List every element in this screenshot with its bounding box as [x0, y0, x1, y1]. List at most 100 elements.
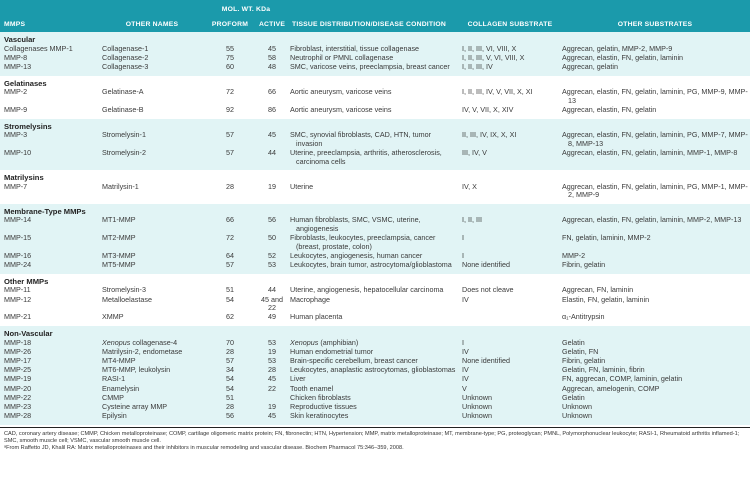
cell-text: Human fibroblasts, SMC, VSMC, uterine, a… — [290, 215, 421, 234]
cell-text: Uterine, preeclampsia, arthritis, athero… — [290, 147, 442, 166]
cell-active: 53 — [268, 337, 276, 347]
source-note: ᵃFrom Raffetto JD, Khalil RA: Matrix met… — [4, 445, 404, 452]
cell-other-substrates: Aggrecan, elastin, FN, gelatin — [560, 105, 750, 118]
cell-other-names: Gelatinase-A — [102, 87, 144, 97]
section-non-vascular: Non-Vascular MMP-18 Xenopus collagenase-4 7… — [0, 325, 750, 425]
table-row: MMP-17 MT4-MMP 57 53 Brain-specific cerebell… — [0, 356, 750, 365]
col-header-tissue: TISSUE DISTRIBUTION/DISEASE CONDITION — [292, 20, 446, 28]
cell-active: 19 — [268, 181, 276, 191]
cell-active: 45 — [268, 374, 276, 384]
cell-collagen: Unknown — [462, 411, 492, 421]
cell-other-substrates: Fibrin, gelatin — [560, 356, 750, 365]
cell-text: Brain-specific cerebellum, breast cancer — [290, 355, 418, 365]
section-title: Other MMPs — [4, 276, 49, 286]
cell-collagen: I, II, III — [462, 215, 482, 225]
cell-text: Reproductive tissues — [290, 401, 357, 411]
table-row: MMP-22 CMMP 51 Chicken fibroblasts Unknown Ge… — [0, 393, 750, 402]
cell-other-substrates: Aggrecan, FN, laminin — [560, 286, 750, 295]
table-row: MMP-11 Stromelysin-3 51 44 Uterine, angiogen… — [0, 286, 750, 295]
section-title: Stromelysins — [4, 121, 52, 131]
cell-proform: 28 — [226, 181, 234, 191]
cell-text: FN, gelatin, laminin, MMP-2 — [562, 233, 651, 243]
cell-mmp: MMP-23 — [4, 401, 32, 411]
cell-other-names: Gelatinase-B — [102, 104, 144, 114]
section-title-row: Non-Vascular — [0, 326, 750, 338]
cell-active: 44 — [268, 285, 276, 295]
cell-tissue: Tooth enamel — [288, 384, 460, 393]
cell-text: Human endometrial tumor — [290, 346, 374, 356]
col-header-collagen: COLLAGEN SUBSTRATE — [467, 20, 553, 28]
cell-collagen: I — [462, 337, 464, 347]
cell-text: Gelatin — [562, 392, 585, 402]
cell-other-names: MT3-MMP — [102, 251, 136, 261]
cell-text: Neutrophil or PMNL collagenase — [290, 52, 394, 62]
cell-collagen: None identified — [462, 355, 510, 365]
table-row: MMP-19 RASI-1 54 45 Liver IV FN, aggrecan, COM… — [0, 374, 750, 384]
cell-text: Aggrecan, elastin, FN, gelatin, laminin,… — [562, 181, 748, 200]
cell-mmp: Collagenases MMP-1 — [4, 43, 73, 53]
table-row: Collagenases MMP-1 Collagenase-1 55 45 Fibro… — [0, 44, 750, 53]
cell-text: Uterine — [290, 181, 314, 191]
cell-collagen: IV — [462, 374, 469, 384]
cell-collagen: Unknown — [462, 392, 492, 402]
cell-active: 45 and 22 — [261, 294, 283, 313]
cell-active: 66 — [268, 87, 276, 97]
cell-active: 19 — [268, 346, 276, 356]
table-row: MMP-14 MT1-MMP 66 56 Human fibroblasts, SMC,… — [0, 216, 750, 234]
abbreviations-note: CAD, coronary artery disease; CMMP, Chic… — [4, 430, 740, 444]
cell-other-names: XMMP — [102, 312, 124, 322]
cell-tissue: Uterine — [288, 182, 460, 204]
table-row: MMP-28 Epilysin 56 45 Skin keratinocytes Unkn… — [0, 411, 750, 424]
cell-mmp: MMP-16 — [4, 251, 32, 261]
cell-other-substrates: Aggrecan, elastin, FN, gelatin, laminin,… — [560, 182, 750, 204]
cell-tissue: Xenopus (amphibian) — [288, 338, 460, 347]
cell-text: Aggrecan, elastin, FN, gelatin, laminin,… — [562, 87, 748, 105]
cell-mmp: MMP-28 — [4, 411, 32, 421]
cell-other-names: RASI-1 — [102, 374, 126, 384]
cell-text: Aggrecan, elastin, FN, gelatin, laminin — [562, 52, 684, 62]
cell-mmp: MMP-22 — [4, 392, 32, 402]
cell-text: Tooth enamel — [290, 383, 334, 393]
cell-text: Aggrecan, elastin, FN, gelatin, laminin,… — [562, 147, 738, 157]
col-header-proform: PROFORM — [211, 20, 249, 28]
cell-proform: 57 — [226, 260, 234, 270]
table-row: MMP-12 Metalloelastase 54 45 and 22 Macropha… — [0, 295, 750, 313]
cell-active: 56 — [268, 215, 276, 225]
cell-proform: 66 — [226, 215, 234, 225]
cell-active: 86 — [268, 104, 276, 114]
cell-mmp: MMP-18 — [4, 337, 32, 347]
cell-other-substrates: Unknown — [560, 411, 750, 424]
cell-text: Aortic aneurysm, varicose veins — [290, 104, 392, 114]
cell-other-names: MT6-MMP, leukolysin — [102, 365, 171, 375]
section-title: Membrane-Type MMPs — [4, 206, 86, 216]
cell-other-names: Stromelysin-1 — [102, 130, 146, 140]
cell-collagen: II, III, IV, IX, X, XI — [462, 130, 517, 140]
cell-text: Fibrin, gelatin — [562, 355, 606, 365]
cell-tissue: SMC, synovial fibroblasts, CAD, HTN, tum… — [288, 130, 460, 149]
cell-text: Macrophage — [290, 294, 330, 304]
cell-mmp: MMP-12 — [4, 294, 32, 304]
cell-collagen: IV — [462, 346, 469, 356]
table-footnotes: CAD, coronary artery disease; CMMP, Chic… — [0, 426, 750, 456]
section-title-row: Membrane-Type MMPs — [0, 204, 750, 216]
cell-tissue: Fibroblasts, leukocytes, preeclampsia, c… — [288, 233, 460, 252]
cell-mmp: MMP-17 — [4, 355, 32, 365]
cell-text: Skin keratinocytes — [290, 411, 349, 421]
cell-active: 45 — [268, 411, 276, 421]
cell-text: Leukocytes, anaplastic astrocytomas, gli… — [290, 365, 456, 375]
section-membrane-type-mmps: Membrane-Type MMPs MMP-14 MT1-MMP 66 56 Human… — [0, 203, 750, 274]
cell-mmp: MMP-26 — [4, 346, 32, 356]
cell-other-names: Matrilysin-1 — [102, 181, 139, 191]
cell-tissue: Uterine, preeclampsia, arthritis, athero… — [288, 148, 460, 170]
cell-text: Xenopus (amphibian) — [290, 337, 359, 347]
cell-text: Aggrecan, elastin, FN, gelatin — [562, 104, 657, 114]
cell-active: 19 — [268, 401, 276, 411]
cell-tissue: Macrophage — [288, 295, 460, 313]
section-title-row: Gelatinases — [0, 76, 750, 88]
cell-text: FN, aggrecan, COMP, laminin, gelatin — [562, 374, 683, 384]
cell-text: Unknown — [562, 401, 592, 411]
col-header-other-substrates: OTHER SUBSTRATES — [617, 20, 693, 28]
cell-other-substrates: Aggrecan, elastin, FN, gelatin, laminin,… — [560, 130, 750, 149]
cell-active: 58 — [268, 52, 276, 62]
cell-tissue: Reproductive tissues — [288, 402, 460, 411]
